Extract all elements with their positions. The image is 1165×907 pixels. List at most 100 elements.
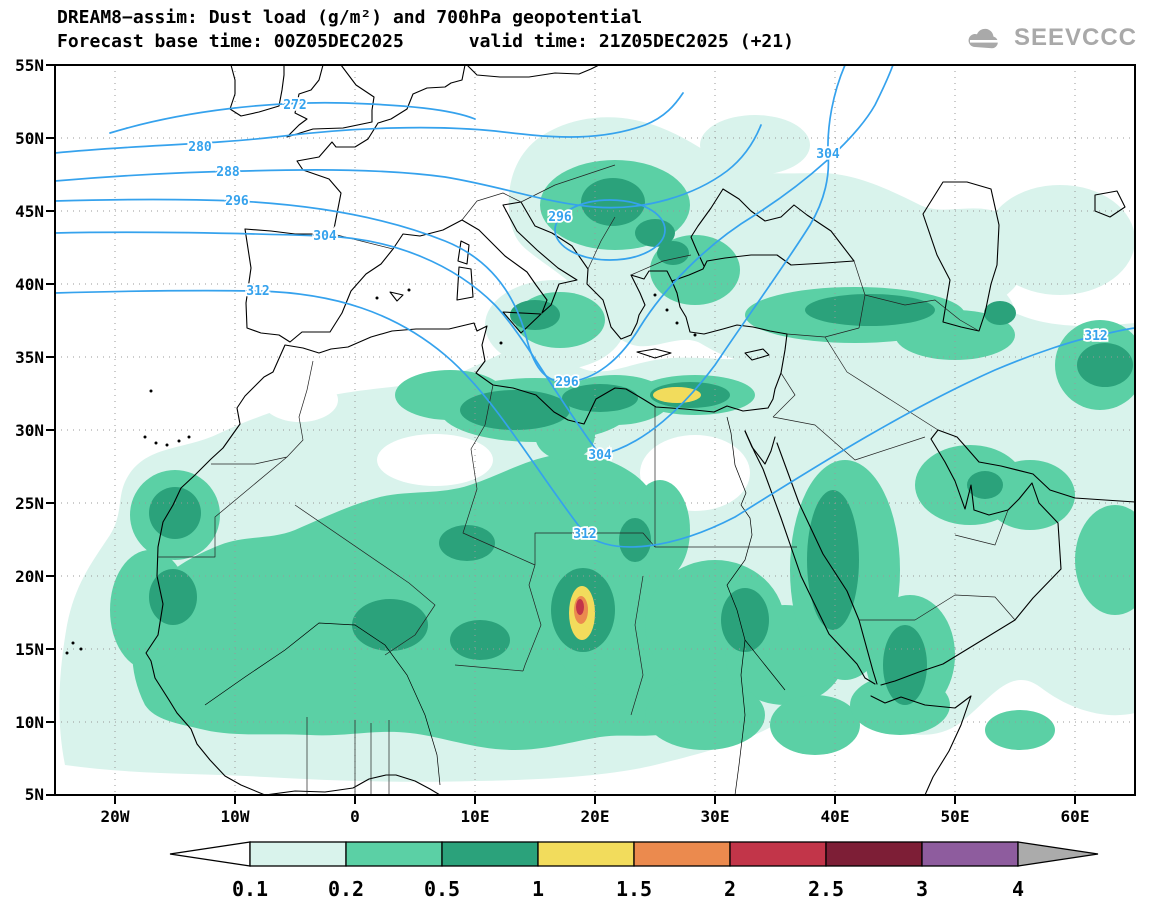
dust-blob <box>439 525 495 561</box>
country-borders <box>157 164 1016 795</box>
colorbar-labels: 0.1 0.2 0.5 1 1.5 2 2.5 3 4 <box>232 877 1024 901</box>
dust-blob <box>967 471 1003 499</box>
contour-label: 312 <box>1084 329 1107 344</box>
colorbar-tick-label: 0.2 <box>328 877 364 901</box>
dust-blob <box>883 625 927 705</box>
contour-label: 288 <box>216 165 240 180</box>
lon-axis-labels: 20W 10W 0 10E 20E 30E 40E 50E 60E <box>101 807 1090 826</box>
dust-blob <box>562 384 638 412</box>
lon-tick-label: 60E <box>1061 807 1090 826</box>
colorbar-segment <box>249 841 347 867</box>
dust-layer-2-2.5 <box>576 599 584 615</box>
colorbar-tick-label: 1.5 <box>616 877 652 901</box>
dust-blob <box>619 518 651 562</box>
colorbar-tick-label: 2 <box>724 877 736 901</box>
small-islands <box>65 288 697 655</box>
lat-tick-label: 20N <box>15 567 44 586</box>
dust-blob <box>1075 505 1135 615</box>
colorbar-segment <box>441 841 539 867</box>
colorbar-segment <box>729 841 827 867</box>
dust-blob <box>1077 343 1133 387</box>
graticule <box>55 65 1135 795</box>
map-plot: 272 280 288 296 296 296 304 304 304 312 … <box>15 56 1136 826</box>
lon-tick-label: 10W <box>221 807 250 826</box>
dust-blob <box>149 569 197 625</box>
dust-blob <box>581 178 645 226</box>
dust-blob <box>985 710 1055 750</box>
colorbar-segment <box>537 841 635 867</box>
lat-tick-label: 25N <box>15 494 44 513</box>
dust-hole <box>377 434 493 486</box>
colorbar-tick-label: 1 <box>532 877 544 901</box>
lon-tick-label: 30E <box>701 807 730 826</box>
contour-272 <box>109 101 476 134</box>
logo-text: SEEVCCC <box>1013 24 1137 51</box>
dust-blob <box>645 680 765 750</box>
contour-label: 296 <box>555 375 579 390</box>
dust-blob <box>132 453 709 750</box>
geopotential-contours <box>55 65 1135 548</box>
axis-ticks <box>46 64 1076 804</box>
lon-tick-label: 20E <box>581 807 610 826</box>
contour-label: 272 <box>283 98 306 113</box>
lat-tick-label: 45N <box>15 202 44 221</box>
dust-blob <box>985 185 1135 295</box>
dust-blob <box>984 301 1016 325</box>
contour-312 <box>55 289 1135 548</box>
contour-296-closed <box>554 199 666 261</box>
contour-296 <box>55 65 894 383</box>
colorbar-tick-label: 3 <box>916 877 928 901</box>
contour-label: 304 <box>816 147 840 162</box>
dust-blob <box>721 588 769 652</box>
contour-labels: 272 280 288 296 296 296 304 304 304 312 … <box>187 96 1110 544</box>
lat-tick-label: 30N <box>15 421 44 440</box>
chart-subtitle: Forecast base time: 00Z05DEC2025 valid t… <box>57 31 794 52</box>
lat-tick-label: 40N <box>15 275 44 294</box>
colorbar-segment <box>633 841 731 867</box>
dust-blob <box>700 115 810 175</box>
dust-hole <box>262 378 338 422</box>
contour-label: 280 <box>188 140 212 155</box>
lon-tick-label: 50E <box>941 807 970 826</box>
colorbar: 0.1 0.2 0.5 1 1.5 2 2.5 3 4 <box>169 841 1099 901</box>
contour-label: 296 <box>548 210 572 225</box>
contour-304 <box>55 65 846 456</box>
contour-288 <box>55 124 762 209</box>
dust-blob <box>450 620 510 660</box>
dust-blob <box>805 294 935 326</box>
contour-label: 312 <box>246 284 269 299</box>
colorbar-underflow-arrow <box>169 841 251 867</box>
lon-tick-label: 40E <box>821 807 850 826</box>
colorbar-tick-label: 0.1 <box>232 877 268 901</box>
contour-label: 296 <box>225 194 249 209</box>
colorbar-tick-label: 0.5 <box>424 877 460 901</box>
coastlines <box>65 65 1135 795</box>
contour-label: 304 <box>588 448 612 463</box>
dust-blob <box>576 599 584 615</box>
dust-blob <box>770 695 860 755</box>
dust-blob <box>149 487 201 539</box>
dust-layer-0.5-1 <box>149 178 1133 705</box>
colorbar-segment <box>921 841 1019 867</box>
chart-title: DREAM8−assim: Dust load (g/m²) and 700hP… <box>57 7 643 28</box>
lat-tick-label: 5N <box>25 785 44 804</box>
lon-tick-label: 10E <box>461 807 490 826</box>
logo: SEEVCCC <box>964 24 1137 52</box>
lat-tick-label: 10N <box>15 713 44 732</box>
lon-tick-label: 0 <box>350 807 360 826</box>
lat-tick-label: 55N <box>15 56 44 75</box>
dust-blob <box>460 390 570 430</box>
contour-label: 304 <box>313 229 337 244</box>
contour-label: 312 <box>573 527 596 542</box>
colorbar-segment <box>825 841 923 867</box>
dust-blob <box>352 599 428 651</box>
colorbar-segment <box>345 841 443 867</box>
dust-blob <box>850 675 950 735</box>
rivers <box>204 416 786 795</box>
colorbar-tick-label: 4 <box>1012 877 1024 901</box>
colorbar-overflow-arrow <box>1017 841 1099 867</box>
lat-tick-label: 50N <box>15 129 44 148</box>
dust-blob <box>510 300 560 330</box>
colorbar-tick-label: 2.5 <box>808 877 844 901</box>
